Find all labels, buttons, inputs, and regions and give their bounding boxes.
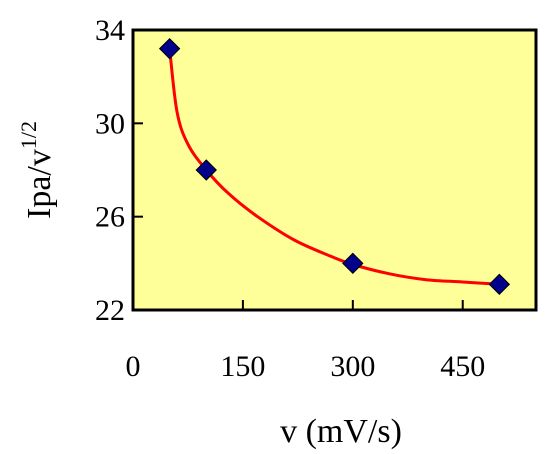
x-tick-label-450: 450 [440,350,485,383]
x-tick-label-150: 150 [220,350,265,383]
data-point-1 [158,37,181,60]
data-point-2 [195,159,217,181]
data-point-4 [488,273,511,296]
y-axis-ticks [133,29,143,311]
y-tick-labels: 22 26 30 34 [95,14,125,327]
y-axis-title-sup: 1/2 [16,121,41,149]
y-tick-label-22: 22 [95,294,125,327]
fit-curve [168,48,500,286]
x-axis-ticks [132,300,464,310]
x-axis-title: v (mV/s) [280,413,402,450]
x-tick-label-300: 300 [330,350,375,383]
y-axis-title: Ipa/v1/2 [16,121,58,219]
y-tick-label-26: 26 [95,201,125,234]
data-points [158,37,511,296]
y-tick-label-30: 30 [95,107,125,140]
plot-area [131,28,538,312]
y-tick-label-34: 34 [95,14,125,47]
data-point-3 [342,252,364,275]
x-tick-labels: 0 150 300 450 [126,350,486,383]
x-tick-label-0: 0 [126,350,141,383]
y-axis-title-base: Ipa/v [21,149,58,219]
